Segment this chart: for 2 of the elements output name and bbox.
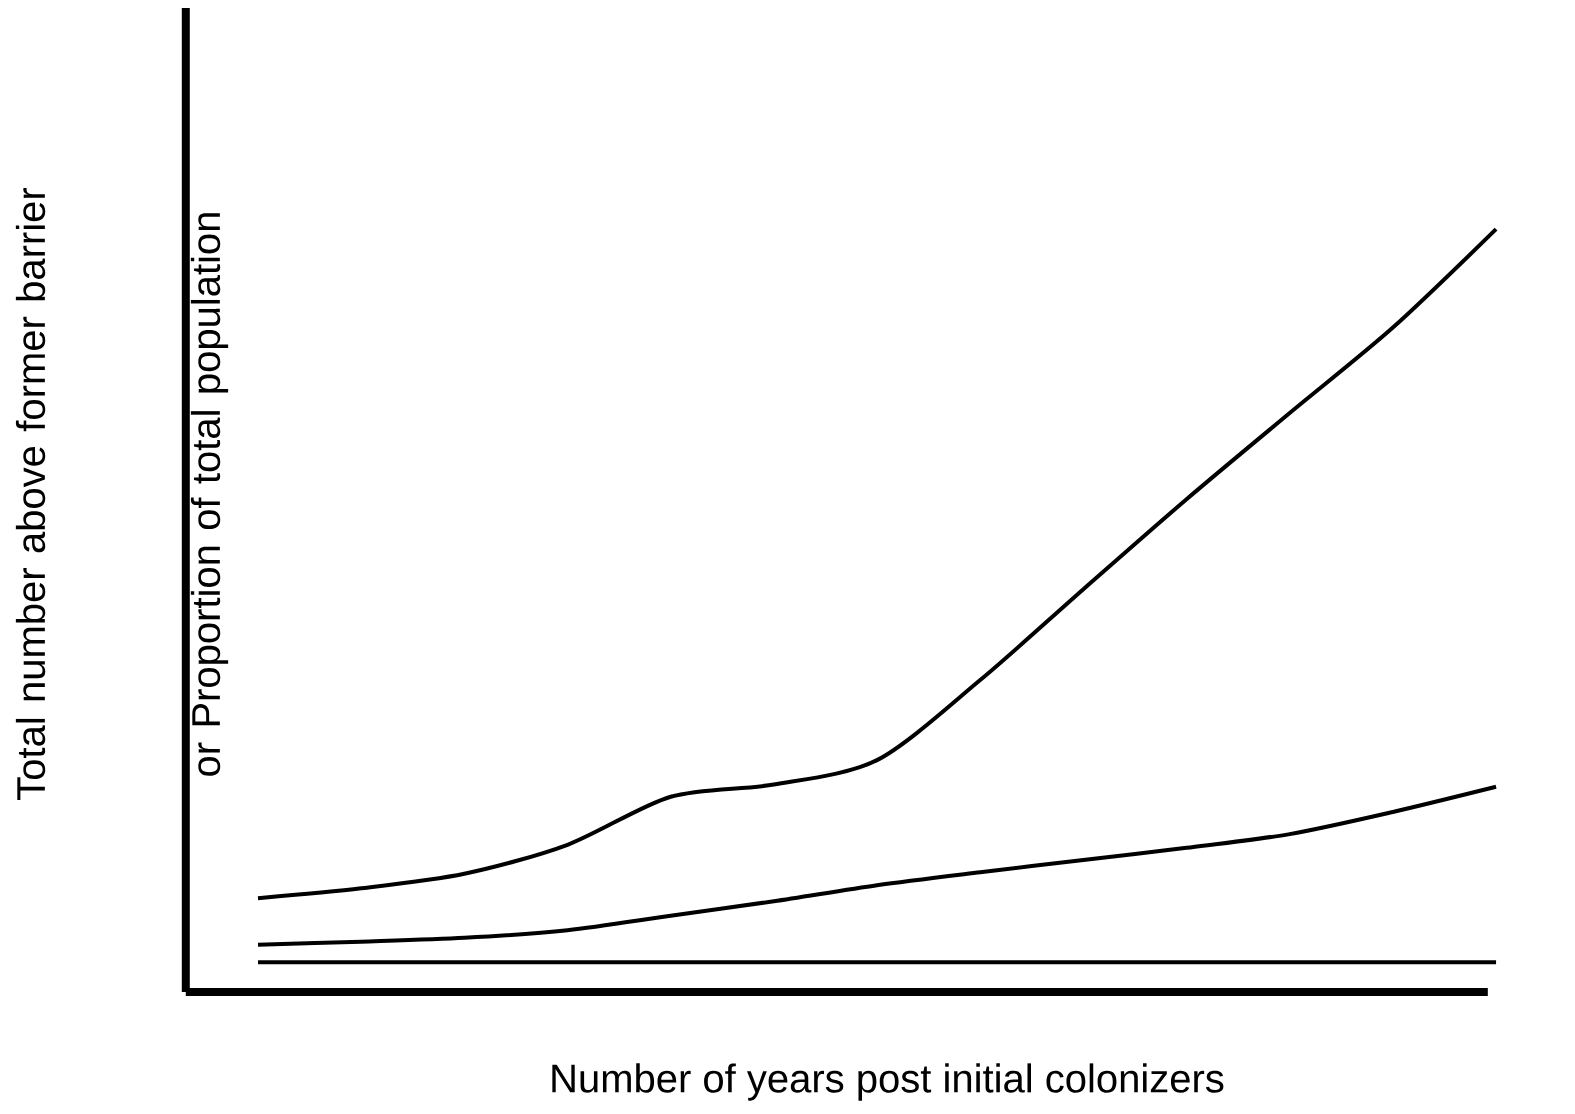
x-axis-title: Number of years post initial colonizers [552,1063,1224,1101]
text: Total number above former barrier or Proportion of total population [15,187,229,800]
